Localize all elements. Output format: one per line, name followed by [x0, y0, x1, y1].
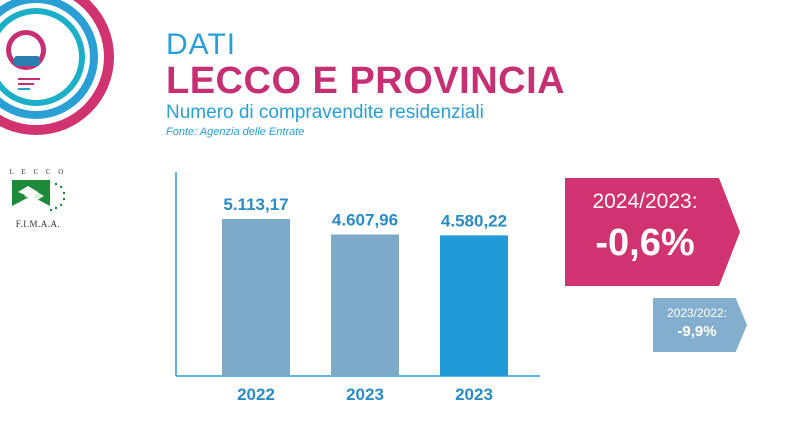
- bar-value-label-0: 5.113,17: [223, 195, 288, 214]
- bar-value-label-2: 4.580,22: [441, 211, 507, 230]
- bar-2: [440, 235, 508, 376]
- variation-badge-secondary-bg: [653, 298, 747, 352]
- bar-value-label-1: 4.607,96: [332, 211, 398, 230]
- section-kicker: DATI: [166, 28, 237, 61]
- variation-badge-main: 2024/2023: -0,6%: [565, 178, 740, 286]
- variation-badge-main-value: -0,6%: [595, 222, 695, 264]
- bar-1: [331, 234, 399, 376]
- x-tick-label-2: 2023: [455, 385, 493, 404]
- fimaa-logo-name: F.I.M.A.A.: [15, 219, 61, 229]
- x-tick-label-1: 2023: [346, 385, 384, 404]
- fimaa-logo: L E C C O F.I.M.A.A.: [6, 168, 70, 234]
- header: DATI LECCO E PROVINCIA Numero di comprav…: [166, 30, 565, 140]
- data-source: Fonte: Agenzia delle Entrate: [166, 126, 305, 138]
- page-subtitle: Numero di compravendite residenziali: [166, 102, 484, 123]
- bar-0: [222, 219, 290, 376]
- x-tick-label-0: 2022: [237, 385, 275, 404]
- variation-badge-secondary: 2023/2022: -9,9%: [653, 298, 747, 352]
- fimaa-logo-city: L E C C O: [9, 168, 67, 176]
- handshake-icon: [12, 180, 66, 212]
- event-logo: [0, 0, 114, 135]
- page-title: LECCO E PROVINCIA: [166, 60, 566, 102]
- variation-badge-main-bg: [565, 178, 740, 286]
- variation-badge-secondary-value: -9,9%: [677, 323, 717, 340]
- variation-badge-main-ratio: 2024/2023:: [592, 190, 698, 213]
- variation-badge-secondary-ratio: 2023/2022:: [666, 306, 728, 320]
